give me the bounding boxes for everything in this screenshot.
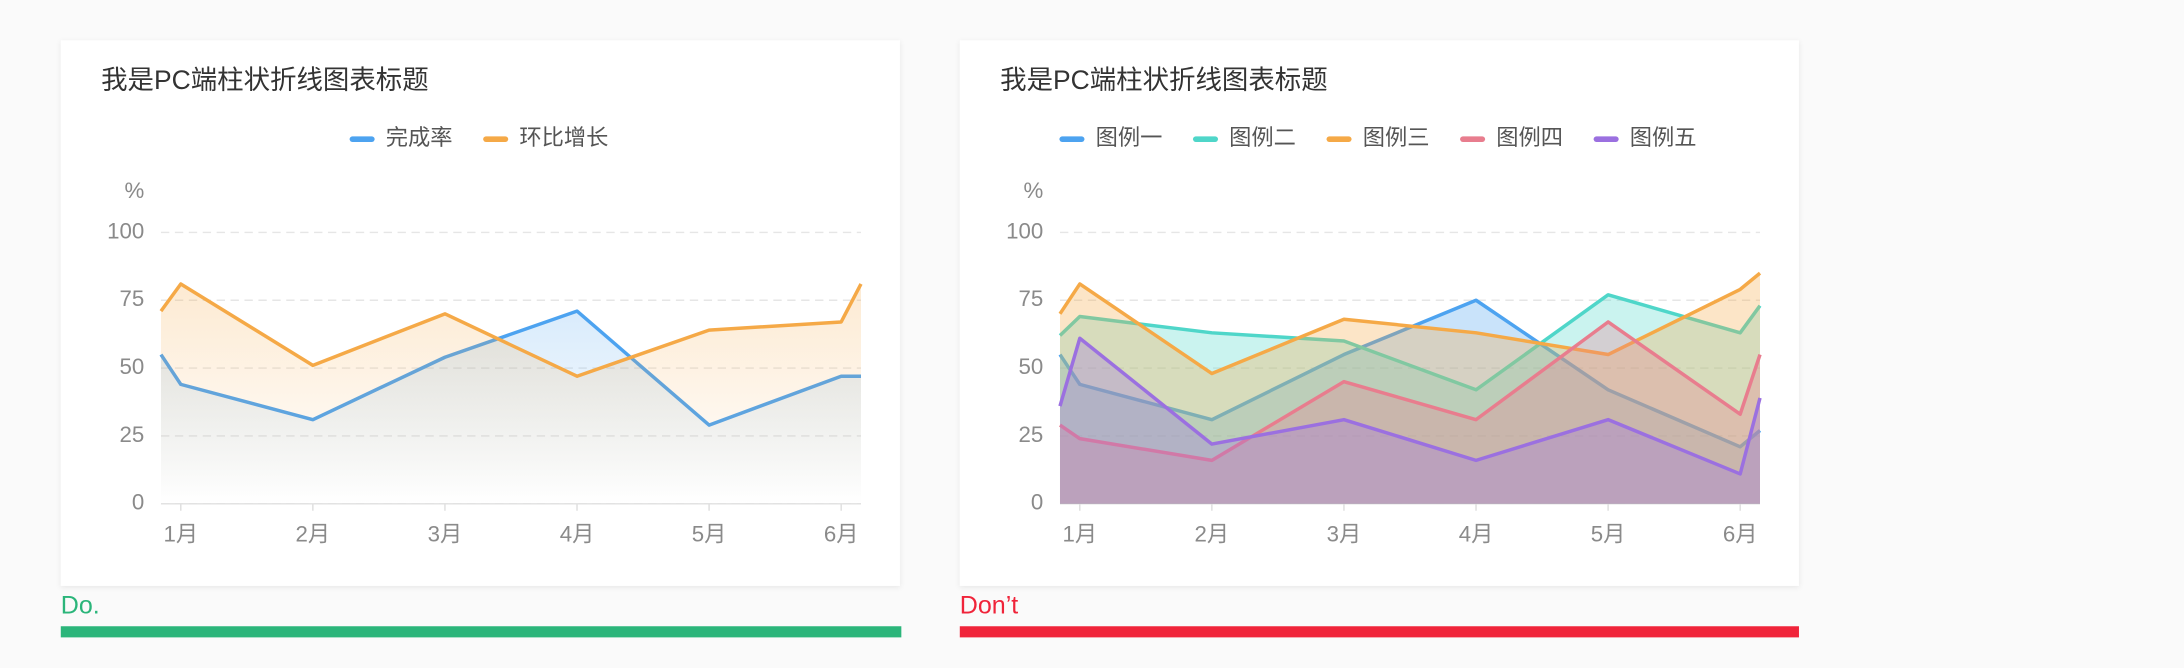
x-tick-label: 2月 xyxy=(296,522,331,547)
y-tick-label: 100 xyxy=(107,218,144,243)
legend-label: 图例二 xyxy=(1229,125,1296,150)
x-tick-label: 2月 xyxy=(1195,522,1230,547)
x-tick-label: 3月 xyxy=(1327,522,1362,547)
y-tick-label: 100 xyxy=(1006,218,1043,243)
legend: 图例一 图例二 图例三 图例四 图例五 xyxy=(1059,125,1697,150)
chart-title: 我是PC端柱状折线图表标题 xyxy=(1000,65,1328,95)
y-tick-label: 75 xyxy=(120,286,145,311)
legend-label: 图例一 xyxy=(1096,125,1163,150)
legend-label: 图例四 xyxy=(1496,125,1563,150)
y-tick-label: 50 xyxy=(1019,354,1044,379)
y-tick-label: 75 xyxy=(1019,286,1044,311)
line xyxy=(1058,293,1762,392)
y-tick-label: 25 xyxy=(1019,422,1044,447)
y-tick-label: 50 xyxy=(120,354,145,379)
y-tick-label: 0 xyxy=(1031,490,1043,515)
line xyxy=(1059,320,1762,463)
legend-label: 完成率 xyxy=(386,125,453,150)
card xyxy=(959,40,1799,586)
y-unit: % xyxy=(1023,178,1043,203)
line xyxy=(1058,336,1762,476)
area xyxy=(1059,321,1760,504)
line xyxy=(159,282,863,378)
legend: 完成率 环比增长 xyxy=(349,125,608,150)
x-tick-label: 4月 xyxy=(560,522,595,547)
x-tick-label: 5月 xyxy=(1591,522,1626,547)
x-tick-label: 6月 xyxy=(1723,522,1758,547)
area xyxy=(1059,338,1760,504)
y-tick-label: 0 xyxy=(132,490,144,515)
x-tick-label: 3月 xyxy=(428,522,463,547)
x-tick-label: 1月 xyxy=(163,522,198,547)
caption-bar xyxy=(959,626,1799,638)
legend-label: 图例三 xyxy=(1363,125,1430,150)
line xyxy=(1058,271,1762,376)
caption: Don’t xyxy=(960,591,1019,619)
legend-label: 图例五 xyxy=(1630,125,1697,150)
x-tick-label: 5月 xyxy=(692,522,727,547)
x-tick-label: 4月 xyxy=(1459,522,1494,547)
caption-bar xyxy=(60,626,902,638)
chart-title: 我是PC端柱状折线图表标题 xyxy=(101,65,429,95)
x-tick-label: 6月 xyxy=(824,522,859,547)
y-tick-label: 25 xyxy=(120,422,145,447)
x-tick-label: 1月 xyxy=(1062,522,1097,547)
y-unit: % xyxy=(124,178,144,203)
caption: Do. xyxy=(61,591,100,619)
legend-label: 环比增长 xyxy=(519,125,608,150)
